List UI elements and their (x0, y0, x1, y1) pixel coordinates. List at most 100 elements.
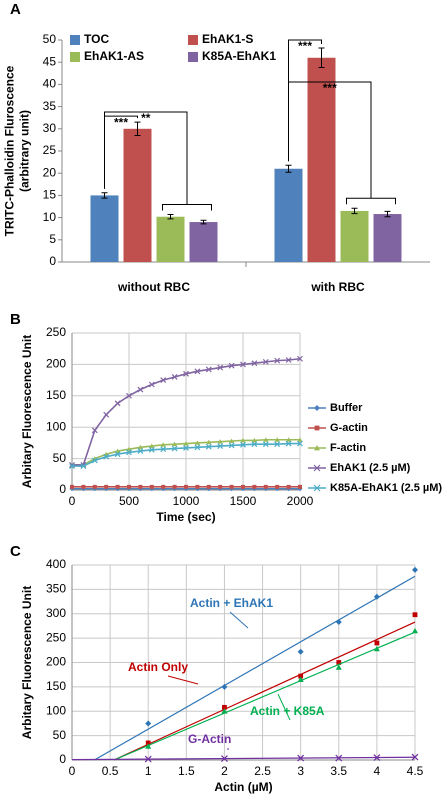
legend-label: EhAK1 (2.5 µM) (330, 462, 411, 474)
marker (171, 374, 178, 380)
marker (251, 437, 257, 443)
y-tick-label: 400 (46, 557, 66, 571)
marker (285, 440, 292, 447)
error-bar (134, 121, 141, 136)
legend-swatch (188, 35, 198, 45)
marker (206, 484, 211, 489)
y-tick-label: 50 (53, 728, 67, 742)
y-tick-label: 0 (59, 482, 66, 496)
marker (205, 443, 212, 450)
significance: ** (141, 111, 151, 125)
marker (183, 370, 189, 377)
significance: *** (298, 39, 312, 53)
x-tick-label: 0.5 (102, 764, 119, 778)
marker (335, 619, 342, 626)
legend-label: EhAK1-AS (84, 49, 144, 63)
legend-swatch (188, 52, 198, 62)
y-tick-label: 25 (43, 143, 57, 157)
x-tick-label: 3.5 (330, 764, 347, 778)
marker (104, 484, 109, 489)
marker (229, 438, 235, 444)
marker (411, 753, 419, 761)
y-tick-label: 5 (49, 232, 56, 246)
marker (145, 740, 151, 746)
marker (374, 640, 380, 646)
x-tick-label: 1 (145, 764, 152, 778)
marker (274, 437, 280, 442)
x-tick-label: 0 (69, 764, 76, 778)
marker (251, 360, 258, 367)
bar (373, 214, 402, 262)
trend-line (113, 631, 416, 761)
marker (286, 437, 292, 442)
bracket (104, 111, 188, 205)
marker (205, 366, 212, 373)
x-tick-label: 2000 (287, 494, 314, 508)
marker (160, 446, 167, 453)
marker (127, 484, 131, 489)
marker (262, 441, 269, 448)
marker (103, 453, 110, 460)
bar (340, 210, 369, 262)
marker (221, 708, 228, 714)
marker (335, 754, 343, 762)
marker (336, 660, 342, 665)
marker (240, 361, 246, 368)
x-tick-label: 3 (297, 764, 304, 778)
y-tick-label: 150 (46, 388, 66, 402)
error-bar (318, 47, 325, 69)
bar (307, 57, 336, 263)
marker (137, 448, 144, 454)
marker (252, 484, 257, 489)
error-bar (285, 164, 292, 173)
marker (126, 392, 132, 399)
marker (149, 443, 155, 449)
y-tick-label: 150 (46, 679, 66, 693)
marker (263, 437, 269, 442)
marker (335, 664, 342, 670)
marker (183, 444, 189, 451)
marker (274, 441, 281, 448)
marker (171, 445, 178, 452)
y-tick-label: 30 (43, 121, 57, 135)
y-axis-label: Arbitary Fluorescence Unit (20, 335, 34, 488)
significance: *** (114, 115, 128, 129)
x-tick-label: 500 (119, 494, 139, 508)
marker (262, 358, 269, 365)
marker (144, 755, 152, 763)
marker (184, 484, 188, 489)
marker (240, 437, 246, 443)
marker (263, 484, 268, 489)
label-arrow (167, 675, 199, 685)
x-axis-label: Actin (µM) (214, 780, 272, 794)
legend-swatch (70, 35, 80, 45)
marker (297, 355, 303, 362)
y-tick-label: 35 (43, 99, 57, 113)
marker (149, 484, 154, 489)
y-axis-label: (arbitrary unit) (18, 110, 32, 192)
marker (275, 484, 280, 489)
marker (145, 720, 152, 727)
marker (298, 484, 302, 489)
marker (172, 441, 178, 447)
marker (195, 484, 200, 489)
series-label: Actin + K85A (250, 704, 325, 718)
x-tick-label: 2 (221, 764, 228, 778)
marker (91, 457, 98, 464)
error-bar (351, 207, 358, 215)
marker (148, 381, 155, 388)
x-tick-label: 0 (69, 494, 76, 508)
x-tick-label: 2.5 (254, 764, 271, 778)
marker (241, 484, 245, 489)
marker (297, 648, 304, 655)
trend-line (94, 575, 416, 761)
marker (251, 441, 258, 448)
x-tick-label: 1000 (173, 494, 200, 508)
marker (221, 683, 228, 690)
marker (228, 442, 235, 449)
marker (297, 676, 304, 682)
y-tick-label: 250 (46, 325, 66, 339)
y-tick-label: 40 (43, 77, 57, 91)
legend-label: F-actin (330, 442, 366, 454)
